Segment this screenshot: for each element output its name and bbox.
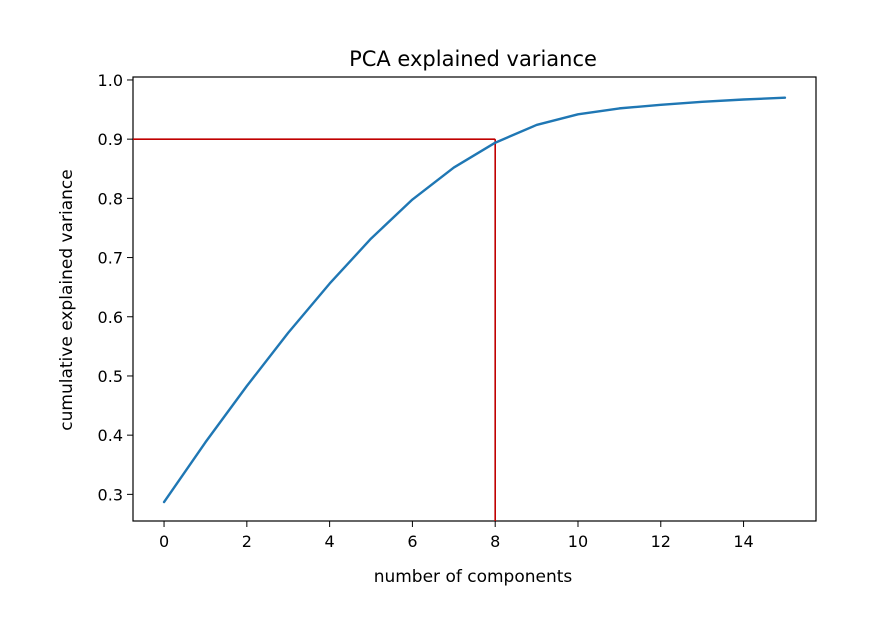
series-group [162, 96, 787, 504]
plot-frame [132, 76, 817, 522]
x-tick-label: 6 [407, 532, 417, 551]
x-tick-label: 4 [325, 532, 335, 551]
y-tick-label: 1.0 [98, 71, 123, 90]
x-axis-label: number of components [374, 567, 573, 587]
x-tick-label: 2 [242, 532, 252, 551]
y-tick-label: 0.5 [98, 367, 123, 386]
y-axis-ticks: 0.3 0.4 0.5 0.6 0.7 0.8 0.9 1.0 [98, 71, 133, 504]
x-tick-label: 8 [490, 532, 500, 551]
x-tick-label: 0 [159, 532, 169, 551]
series-line [162, 96, 787, 504]
x-tick-label: 14 [733, 532, 753, 551]
x-tick-label: 10 [568, 532, 588, 551]
x-tick-label: 12 [651, 532, 671, 551]
y-tick-label: 0.3 [98, 485, 123, 504]
y-tick-label: 0.6 [98, 308, 123, 327]
x-axis-ticks: 0 2 4 6 8 10 12 14 [159, 521, 754, 551]
y-tick-label: 0.9 [98, 130, 123, 149]
y-axis-label: cumulative explained variance [57, 169, 77, 430]
chart-title: PCA explained variance [349, 47, 597, 71]
y-tick-label: 0.8 [98, 189, 123, 208]
reference-lines [133, 138, 496, 521]
y-tick-label: 0.4 [98, 426, 123, 445]
y-tick-label: 0.7 [98, 249, 123, 268]
